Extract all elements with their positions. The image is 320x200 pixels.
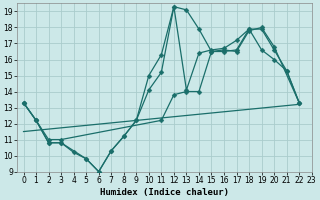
X-axis label: Humidex (Indice chaleur): Humidex (Indice chaleur) [100, 188, 229, 197]
